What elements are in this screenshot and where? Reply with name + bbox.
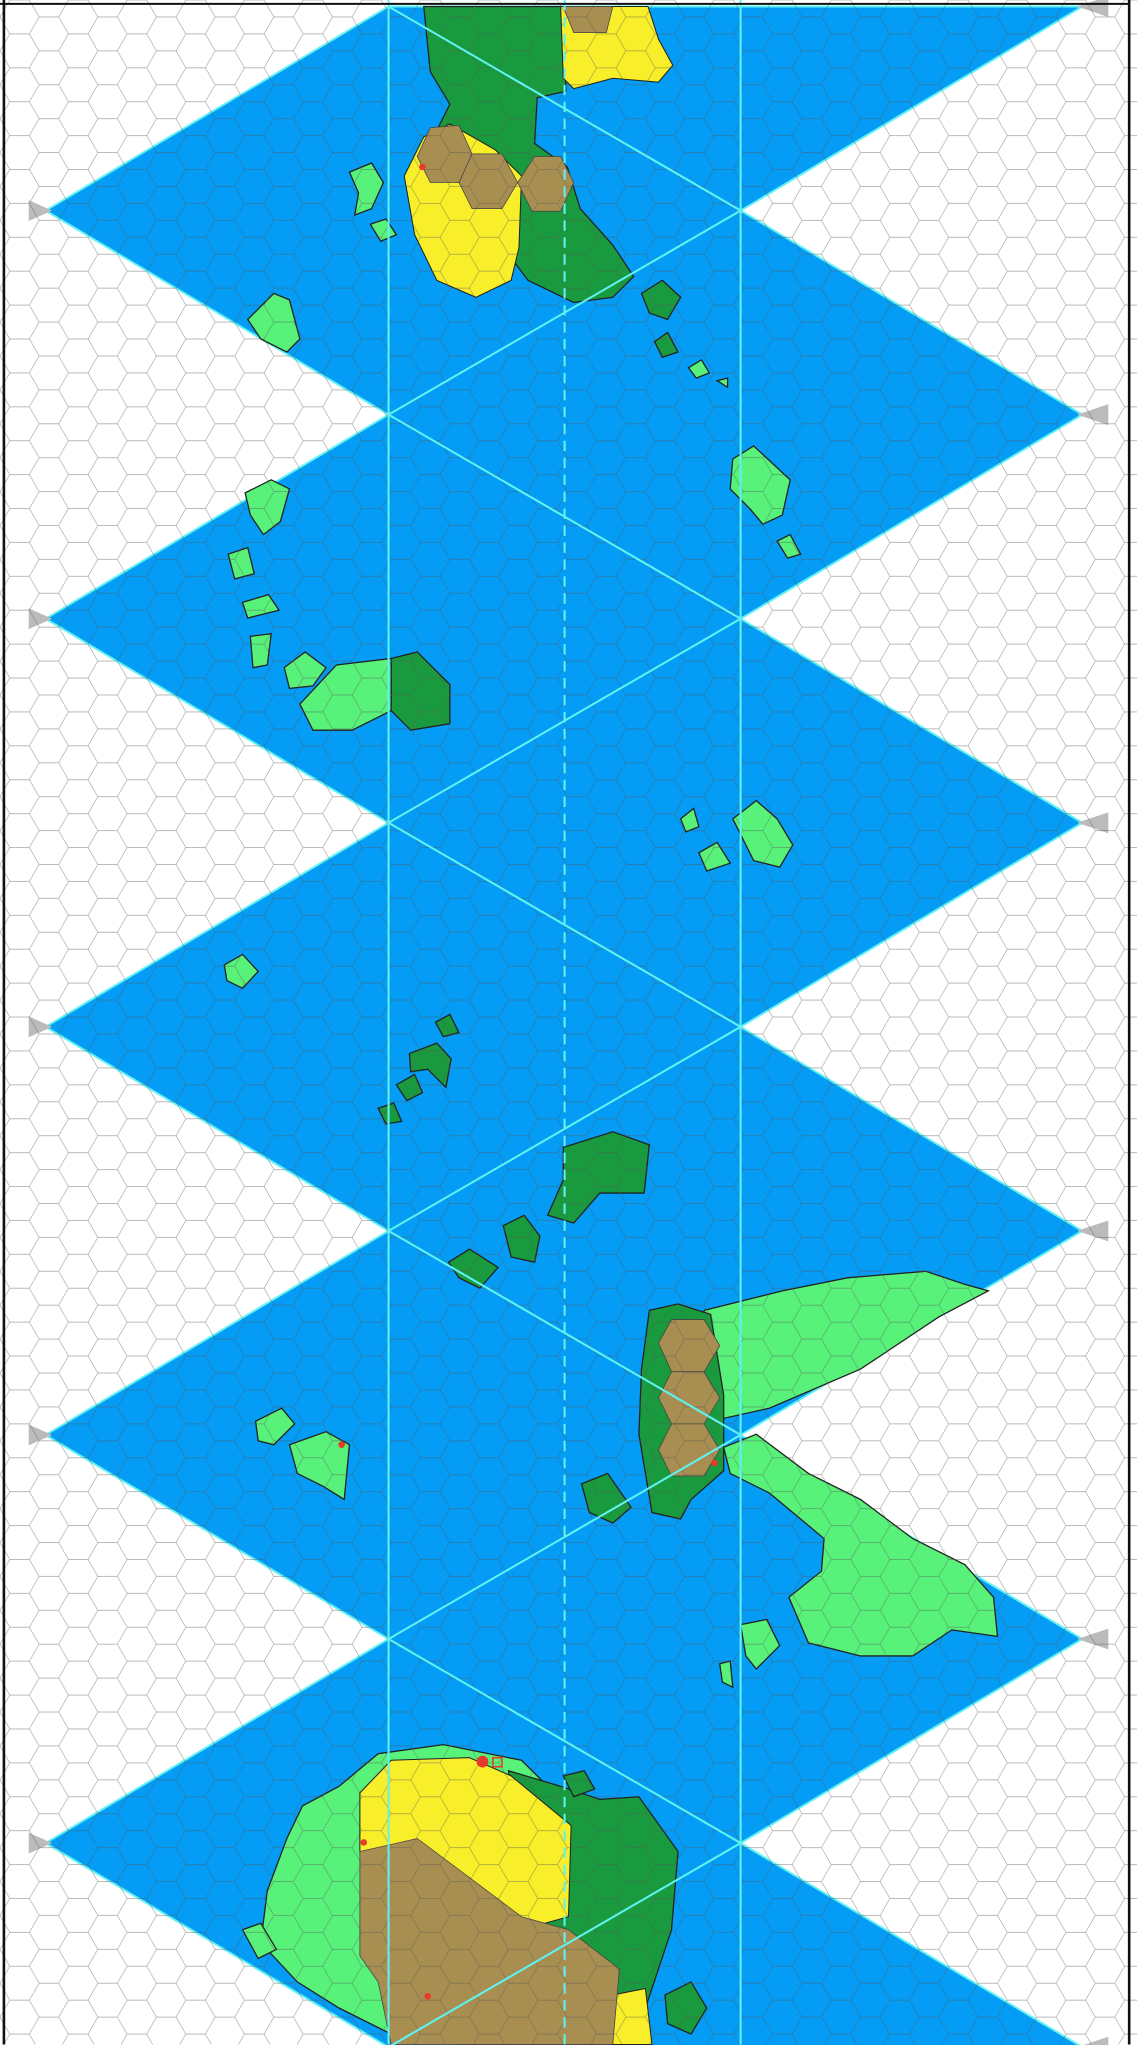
marker <box>419 163 426 171</box>
edge <box>388 1025 742 1232</box>
marker <box>492 1756 503 1768</box>
marker <box>711 1459 718 1467</box>
edge <box>388 617 742 824</box>
marker <box>338 1441 345 1448</box>
edge <box>388 413 742 620</box>
marker <box>476 1755 489 1768</box>
edge <box>388 821 742 1028</box>
edge <box>388 1638 742 1844</box>
grid-edges <box>387 0 742 2045</box>
edge <box>388 5 742 212</box>
marker <box>360 1839 368 1846</box>
edge <box>388 209 742 416</box>
edge <box>388 1229 742 1436</box>
marker <box>424 1993 431 2000</box>
edge <box>388 1434 742 1640</box>
markers <box>338 163 718 2000</box>
edge <box>390 1842 742 2045</box>
